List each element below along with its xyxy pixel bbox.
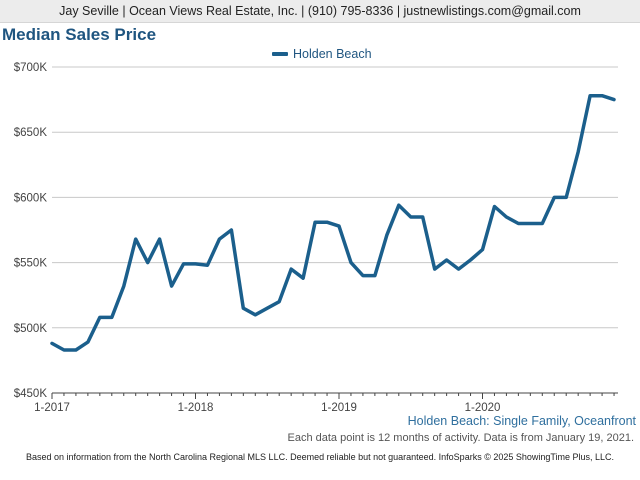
grid-lines xyxy=(52,66,618,394)
data-point xyxy=(62,348,65,351)
x-tick-label: 1-2017 xyxy=(34,402,70,414)
data-point xyxy=(182,262,185,265)
data-point xyxy=(409,215,412,218)
data-point xyxy=(529,222,532,225)
data-point xyxy=(206,264,209,267)
y-tick-label: $550K xyxy=(14,258,48,270)
data-point xyxy=(110,316,113,319)
chart-legend: Holden Beach xyxy=(272,46,372,62)
y-tick-label: $700K xyxy=(14,62,48,74)
data-point xyxy=(481,248,484,251)
data-point xyxy=(134,238,137,241)
data-point xyxy=(349,261,352,264)
data-point xyxy=(421,215,424,218)
x-tick-label: 1-2018 xyxy=(178,402,214,414)
data-point xyxy=(613,98,616,101)
data-point xyxy=(302,277,305,280)
data-point xyxy=(146,261,149,264)
data-point xyxy=(445,258,448,261)
legend-swatch xyxy=(272,52,288,56)
y-axis-labels: $450K $500K $550K $600K $650K $700K xyxy=(14,62,48,400)
series-line-holden-beach xyxy=(50,93,616,352)
data-point xyxy=(385,234,388,237)
data-point xyxy=(338,225,341,228)
y-tick-label: $650K xyxy=(14,127,48,139)
data-point xyxy=(122,285,125,288)
chart-caption: Holden Beach: Single Family, Oceanfront xyxy=(407,414,636,428)
data-point xyxy=(158,238,161,241)
y-tick-label: $450K xyxy=(14,388,48,400)
data-point xyxy=(314,221,317,224)
data-point xyxy=(541,222,544,225)
legend-label: Holden Beach xyxy=(293,47,372,61)
data-point xyxy=(493,205,496,208)
data-point xyxy=(278,300,281,303)
data-point xyxy=(194,262,197,265)
data-point xyxy=(74,348,77,351)
disclaimer-footer: Based on information from the North Caro… xyxy=(25,452,615,462)
x-axis: 1-2017 1-2018 1-2019 1-2020 xyxy=(34,393,615,414)
data-point xyxy=(254,313,257,316)
x-tick-label: 1-2020 xyxy=(465,402,501,414)
series-holden-beach xyxy=(50,93,616,352)
data-point xyxy=(373,274,376,277)
data-point xyxy=(601,94,604,97)
data-point xyxy=(266,307,269,310)
data-point xyxy=(170,285,173,288)
data-point xyxy=(86,341,89,344)
data-point xyxy=(230,229,233,232)
data-point xyxy=(397,204,400,207)
data-point xyxy=(505,215,508,218)
data-point xyxy=(326,221,329,224)
data-point xyxy=(589,94,592,97)
data-point xyxy=(457,268,460,271)
y-tick-label: $600K xyxy=(14,192,48,204)
x-tick-label: 1-2019 xyxy=(321,402,357,414)
data-point xyxy=(469,258,472,261)
contact-header: Jay Seville | Ocean Views Real Estate, I… xyxy=(0,0,640,23)
data-point xyxy=(565,196,568,199)
data-point xyxy=(98,316,101,319)
data-point xyxy=(361,274,364,277)
data-point xyxy=(290,268,293,271)
data-note: Each data point is 12 months of activity… xyxy=(287,432,634,444)
data-point xyxy=(242,307,245,310)
chart-title: Median Sales Price xyxy=(2,25,157,44)
data-point xyxy=(553,196,556,199)
data-point xyxy=(218,238,221,241)
y-tick-label: $500K xyxy=(14,323,48,335)
data-point xyxy=(433,268,436,271)
data-point xyxy=(51,342,54,345)
data-point xyxy=(517,222,520,225)
data-point xyxy=(577,150,580,153)
